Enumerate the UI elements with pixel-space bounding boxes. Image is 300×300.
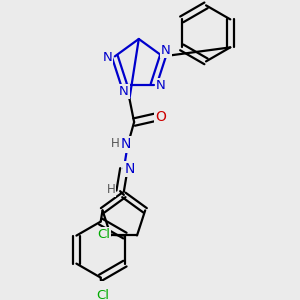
Text: N: N bbox=[103, 51, 112, 64]
Text: N: N bbox=[156, 79, 166, 92]
Text: N: N bbox=[119, 85, 129, 98]
Text: Cl: Cl bbox=[97, 228, 110, 241]
Text: Cl: Cl bbox=[96, 289, 109, 300]
Text: H: H bbox=[111, 137, 120, 150]
Text: H: H bbox=[106, 183, 115, 196]
Text: N: N bbox=[121, 137, 131, 152]
Text: O: O bbox=[98, 230, 109, 244]
Text: O: O bbox=[155, 110, 166, 124]
Text: N: N bbox=[124, 162, 135, 176]
Text: N: N bbox=[161, 44, 170, 57]
